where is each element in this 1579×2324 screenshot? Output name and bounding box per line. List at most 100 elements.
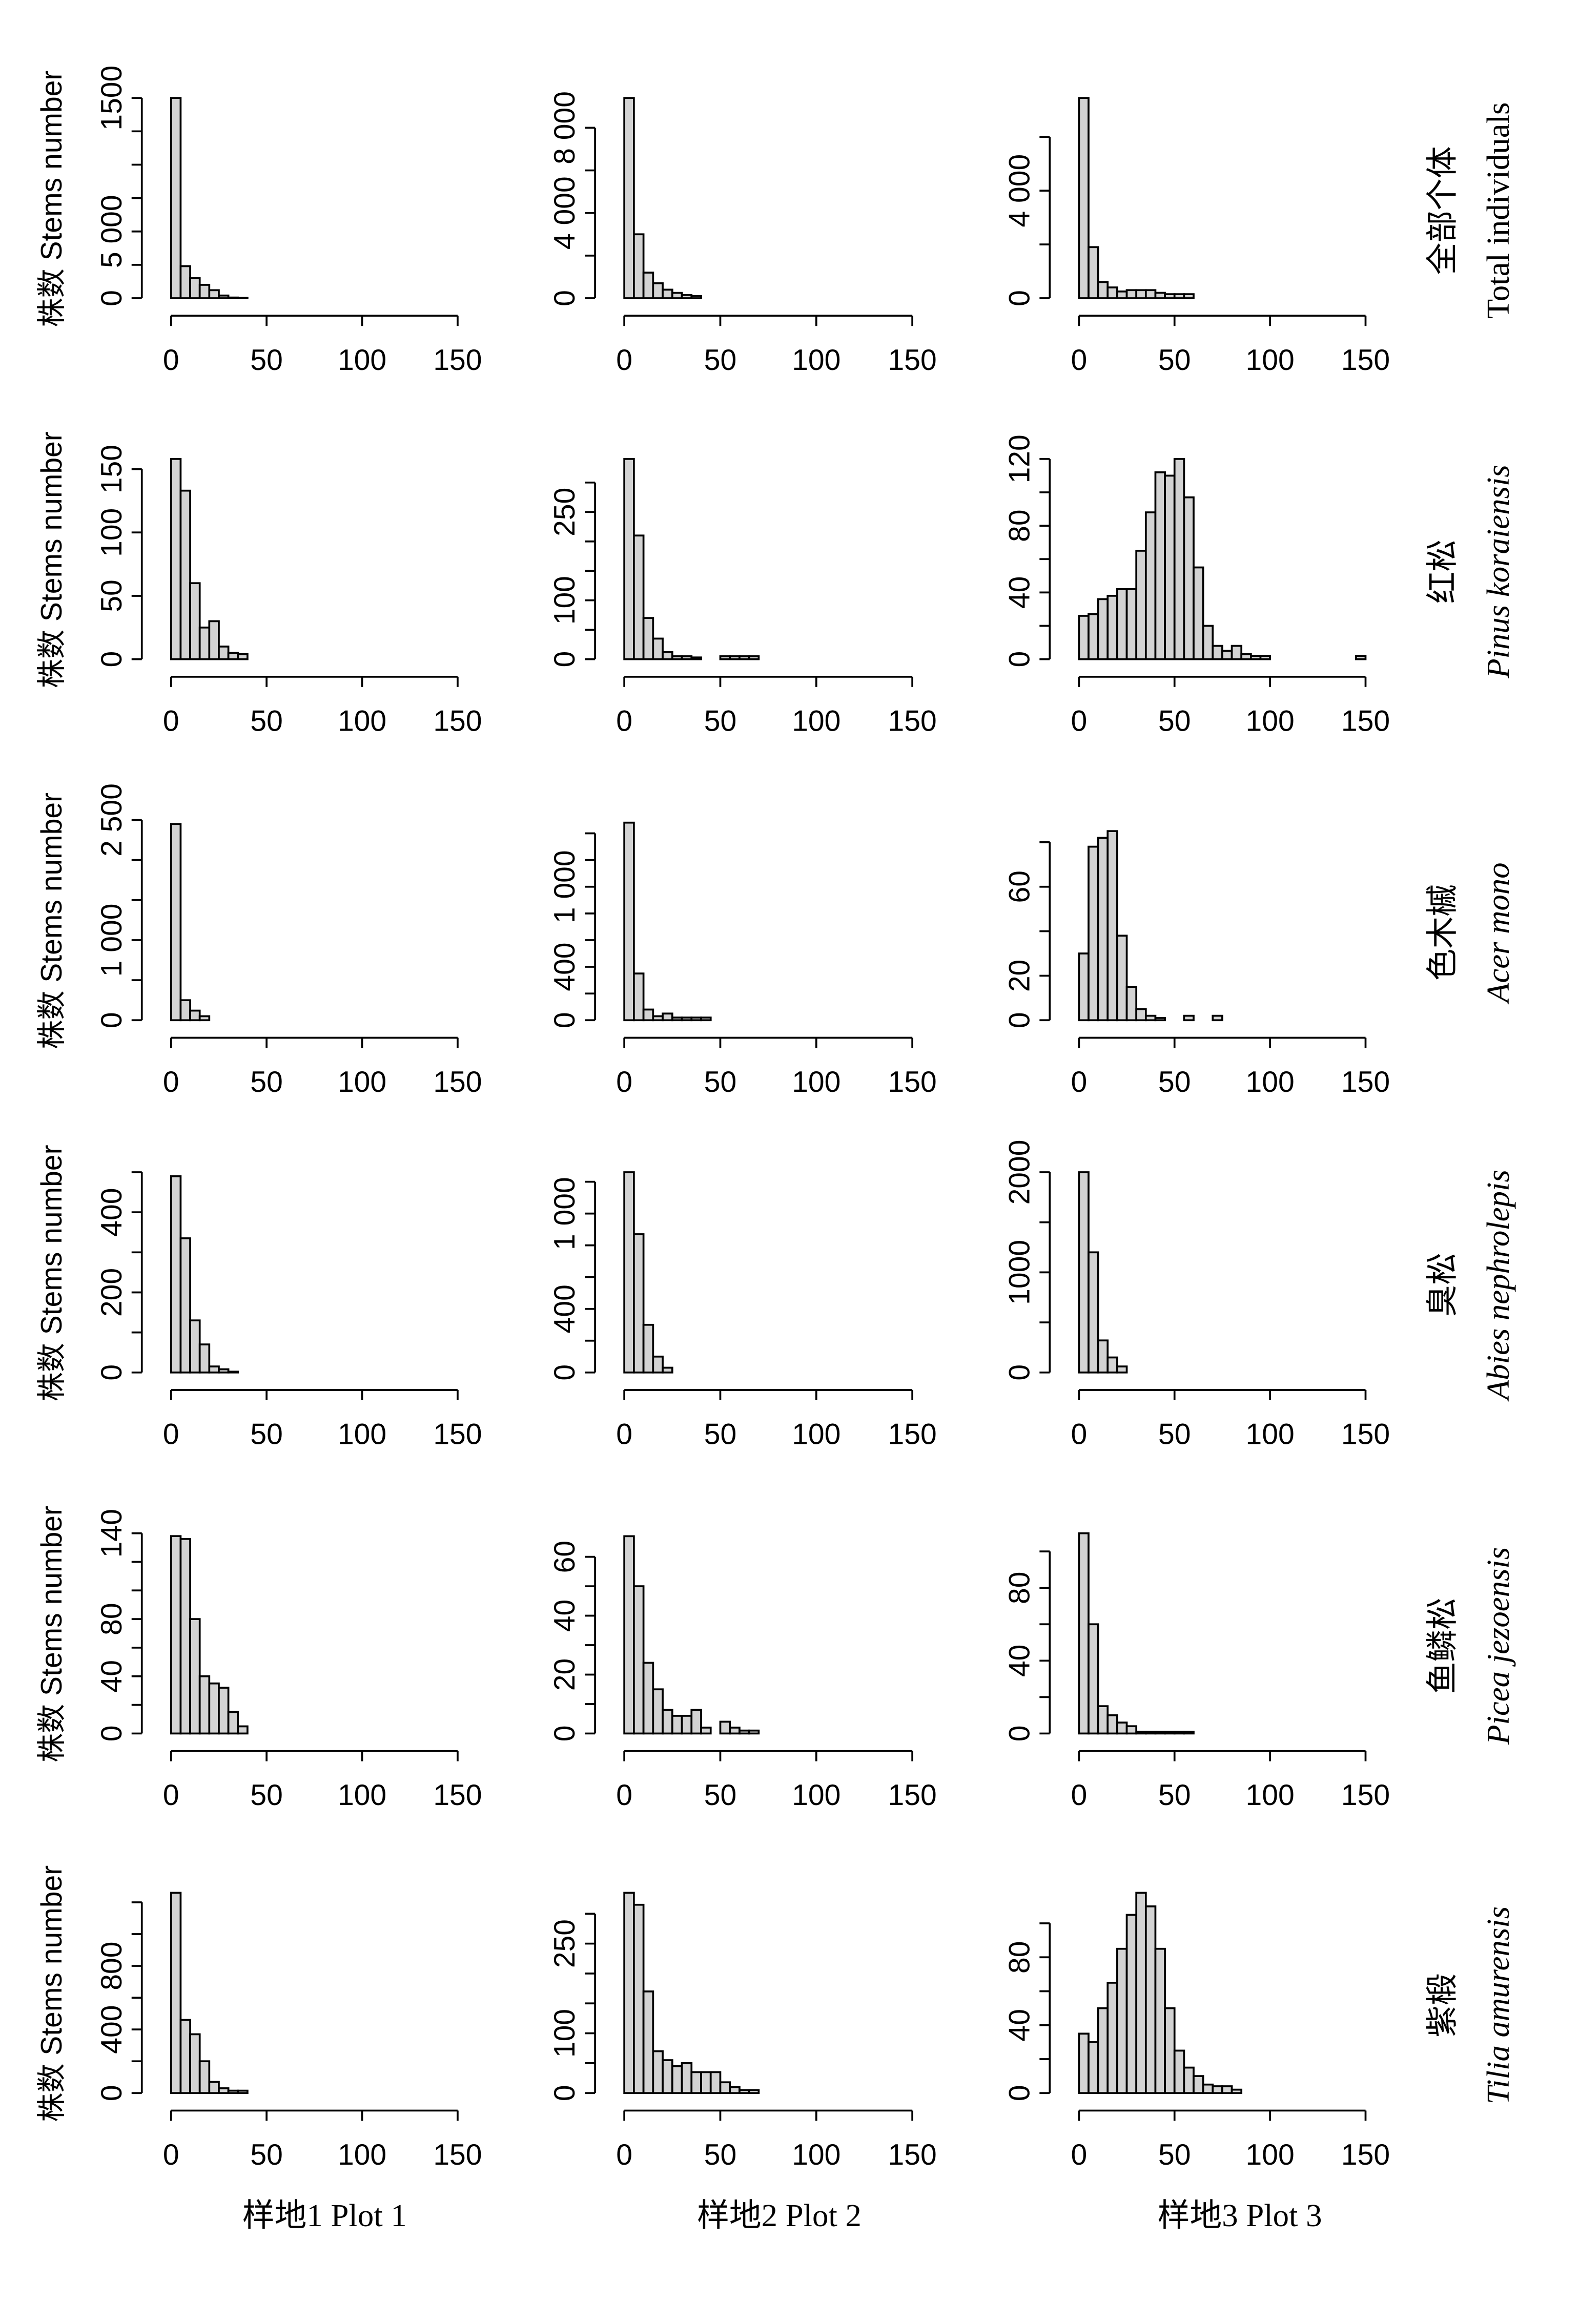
row-label-en: Abies nephrolepis	[1480, 1170, 1516, 1402]
bar	[690, 2071, 702, 2094]
bar	[1106, 1714, 1118, 1735]
x-tick-label: 150	[1341, 2139, 1390, 2171]
y-tick-label: 400	[548, 1284, 581, 1333]
bar	[729, 655, 741, 660]
bar	[1088, 246, 1099, 299]
y-tick-label: 8 000	[548, 91, 581, 164]
x-tick-label: 0	[1071, 1418, 1087, 1451]
x-tick-label: 50	[250, 1779, 282, 1812]
bar	[1116, 1365, 1128, 1374]
bar	[700, 1016, 712, 1022]
bar	[237, 2089, 249, 2094]
bar	[189, 277, 201, 299]
bar	[719, 1720, 731, 1735]
bar	[1173, 293, 1185, 299]
x-tick-label: 50	[1158, 344, 1191, 377]
bar	[633, 233, 645, 299]
x-tick-label: 0	[616, 2139, 632, 2171]
bar	[1078, 1171, 1090, 1374]
bar	[1078, 1532, 1090, 1735]
y-tick-label: 0	[95, 651, 128, 668]
y-tick-label: 0	[95, 290, 128, 306]
x-tick-label: 0	[1071, 704, 1087, 737]
bar	[1135, 1008, 1147, 1022]
x-tick-label: 50	[250, 1066, 282, 1098]
column-label: 样地2 Plot 2	[697, 2197, 862, 2233]
y-tick-label: 200	[95, 1268, 128, 1317]
bar	[1125, 1914, 1138, 2094]
y-tick-label: 400	[95, 1188, 128, 1237]
x-tick-label: 100	[338, 1418, 386, 1451]
y-tick-label: 0	[548, 290, 581, 306]
bar	[237, 653, 249, 660]
bar	[1202, 2083, 1214, 2094]
y-tick-label: 0	[95, 1012, 128, 1028]
bar	[1078, 615, 1090, 660]
x-tick-label: 150	[888, 1779, 937, 1812]
y-tick-label: 0	[548, 1726, 581, 1742]
x-tick-label: 50	[704, 2139, 736, 2171]
bar	[719, 2081, 731, 2094]
y-tick-label: 400	[548, 942, 581, 991]
y-tick-label: 80	[1003, 1941, 1036, 1974]
x-tick-label: 0	[616, 1779, 632, 1812]
bar	[1106, 1982, 1118, 2094]
bar	[1154, 1017, 1166, 1022]
bar	[633, 972, 645, 1022]
bar	[739, 1729, 750, 1735]
bar	[1144, 289, 1157, 299]
x-tick-label: 50	[1158, 1779, 1191, 1812]
bar	[642, 1323, 654, 1374]
y-tick-label: 120	[1003, 434, 1036, 483]
bar	[198, 2060, 211, 2094]
row-label-en: Pinus koraiensis	[1480, 465, 1516, 679]
bar	[690, 1709, 702, 1735]
bar	[1106, 1356, 1118, 1374]
bar	[681, 1715, 693, 1735]
bar	[1355, 655, 1367, 660]
bar	[170, 1175, 182, 1374]
y-tick-label: 80	[1003, 1571, 1036, 1604]
y-tick-label: 800	[95, 1941, 128, 1990]
x-tick-label: 50	[704, 1418, 736, 1451]
x-tick-label: 0	[616, 344, 632, 377]
y-axis-label: 株数 Stems number	[35, 1506, 68, 1762]
x-tick-label: 50	[250, 344, 282, 377]
bar	[1135, 1892, 1147, 2094]
bar	[1193, 2075, 1204, 2094]
bar	[681, 655, 693, 660]
bar	[652, 282, 664, 299]
bar	[237, 1725, 249, 1735]
bar	[1125, 289, 1138, 299]
x-tick-label: 100	[1246, 344, 1295, 377]
x-tick-label: 150	[1341, 1066, 1390, 1098]
bar	[623, 458, 635, 660]
bar	[1116, 935, 1128, 1022]
y-tick-label: 5 000	[95, 195, 128, 268]
bar	[681, 294, 693, 299]
y-tick-label: 20	[548, 1658, 581, 1691]
bar	[1088, 1623, 1099, 1735]
bar	[748, 2089, 760, 2094]
bar	[170, 458, 182, 660]
bar	[198, 626, 211, 660]
bar	[633, 1585, 645, 1735]
y-tick-label: 0	[548, 651, 581, 668]
bar	[208, 1682, 220, 1735]
y-tick-label: 0	[1003, 1726, 1036, 1742]
bar	[218, 1368, 230, 1374]
y-tick-label: 2000	[1003, 1140, 1036, 1205]
bar	[189, 1009, 201, 1022]
y-tick-label: 0	[95, 1364, 128, 1381]
bar	[662, 2059, 673, 2094]
row-label-en: Tilia amurensis	[1480, 1906, 1516, 2104]
y-axis-label: 株数 Stems number	[35, 793, 68, 1049]
y-tick-label: 0	[95, 2085, 128, 2101]
bar	[1116, 1947, 1128, 2094]
row-label-en: Acer mono	[1480, 862, 1516, 1005]
y-tick-label: 1000	[1003, 1240, 1036, 1305]
bar	[218, 1687, 230, 1735]
bar	[1249, 655, 1262, 660]
x-tick-label: 150	[433, 2139, 482, 2171]
